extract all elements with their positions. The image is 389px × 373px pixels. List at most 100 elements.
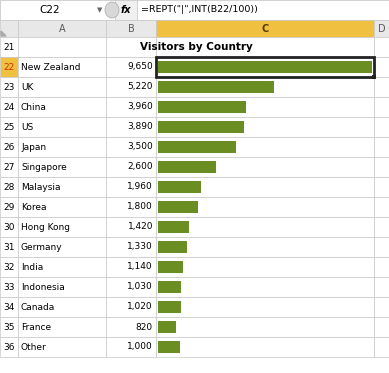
Bar [158, 301, 180, 313]
Text: 22: 22 [4, 63, 15, 72]
Bar [156, 217, 374, 237]
Text: 2,600: 2,600 [127, 163, 153, 172]
Text: 3,500: 3,500 [127, 142, 153, 151]
Bar [18, 277, 106, 297]
Bar [0, 20, 18, 37]
Bar [18, 77, 106, 97]
Bar [0, 37, 18, 57]
Text: 1,140: 1,140 [127, 263, 153, 272]
Bar [106, 117, 156, 137]
Text: Visitors by Country: Visitors by Country [140, 42, 252, 52]
Bar [156, 37, 374, 57]
Bar [106, 20, 156, 37]
Text: Other: Other [21, 342, 47, 351]
Bar [158, 101, 246, 113]
Bar [374, 277, 389, 297]
Bar [106, 217, 156, 237]
Bar [0, 257, 18, 277]
Text: 31: 31 [3, 242, 15, 251]
Bar [374, 37, 389, 57]
Text: Malaysia: Malaysia [21, 182, 61, 191]
Bar [0, 297, 18, 317]
Bar [0, 197, 18, 217]
Bar [374, 157, 389, 177]
Text: A: A [59, 23, 65, 34]
Bar [18, 297, 106, 317]
Bar [18, 20, 106, 37]
Bar [18, 37, 106, 57]
Bar [158, 141, 236, 153]
Bar [18, 57, 106, 77]
Bar [0, 277, 18, 297]
Bar [156, 177, 374, 197]
Text: 3,960: 3,960 [127, 103, 153, 112]
Text: ▼: ▼ [97, 7, 103, 13]
Bar [106, 57, 156, 77]
Bar [18, 177, 106, 197]
Bar [374, 97, 389, 117]
Bar [106, 77, 156, 97]
Bar [156, 297, 374, 317]
Bar [158, 241, 187, 253]
Bar [374, 177, 389, 197]
Bar [156, 97, 374, 117]
Text: 1,030: 1,030 [127, 282, 153, 292]
Text: 1,330: 1,330 [127, 242, 153, 251]
Bar [106, 97, 156, 117]
Text: China: China [21, 103, 47, 112]
Bar [0, 317, 18, 337]
Bar [372, 75, 376, 79]
Text: India: India [21, 263, 43, 272]
Text: Indonesia: Indonesia [21, 282, 65, 292]
Bar [374, 257, 389, 277]
Text: C: C [261, 23, 269, 34]
Text: 24: 24 [4, 103, 15, 112]
Bar [106, 37, 156, 57]
Bar [158, 161, 216, 173]
Bar [0, 117, 18, 137]
Text: 36: 36 [3, 342, 15, 351]
Bar [374, 57, 389, 77]
Bar [115, 0, 137, 20]
Text: 25: 25 [4, 122, 15, 132]
Text: 1,000: 1,000 [127, 342, 153, 351]
Text: 32: 32 [4, 263, 15, 272]
Text: 9,650: 9,650 [127, 63, 153, 72]
Bar [374, 137, 389, 157]
Text: B: B [128, 23, 134, 34]
Bar [18, 197, 106, 217]
Bar [156, 57, 374, 77]
Bar [374, 20, 389, 37]
Bar [158, 341, 180, 353]
Text: 5,220: 5,220 [128, 82, 153, 91]
Bar [158, 181, 202, 193]
Bar [158, 261, 183, 273]
Bar [137, 0, 389, 20]
Text: fx: fx [121, 5, 131, 15]
Text: Hong Kong: Hong Kong [21, 223, 70, 232]
Bar [0, 177, 18, 197]
Bar [374, 117, 389, 137]
Bar [18, 337, 106, 357]
Text: 28: 28 [4, 182, 15, 191]
Bar [0, 77, 18, 97]
Text: Singapore: Singapore [21, 163, 67, 172]
Bar [18, 157, 106, 177]
Bar [106, 157, 156, 177]
Bar [156, 77, 374, 97]
Text: Korea: Korea [21, 203, 47, 211]
Bar [18, 117, 106, 137]
Bar [0, 57, 18, 77]
Text: 29: 29 [4, 203, 15, 211]
Bar [106, 297, 156, 317]
Text: 27: 27 [4, 163, 15, 172]
Bar [156, 317, 374, 337]
Bar [0, 137, 18, 157]
Bar [18, 217, 106, 237]
Text: 26: 26 [4, 142, 15, 151]
Bar [106, 177, 156, 197]
Bar [156, 57, 374, 77]
Text: France: France [21, 323, 51, 332]
Text: 1,800: 1,800 [127, 203, 153, 211]
Bar [106, 317, 156, 337]
